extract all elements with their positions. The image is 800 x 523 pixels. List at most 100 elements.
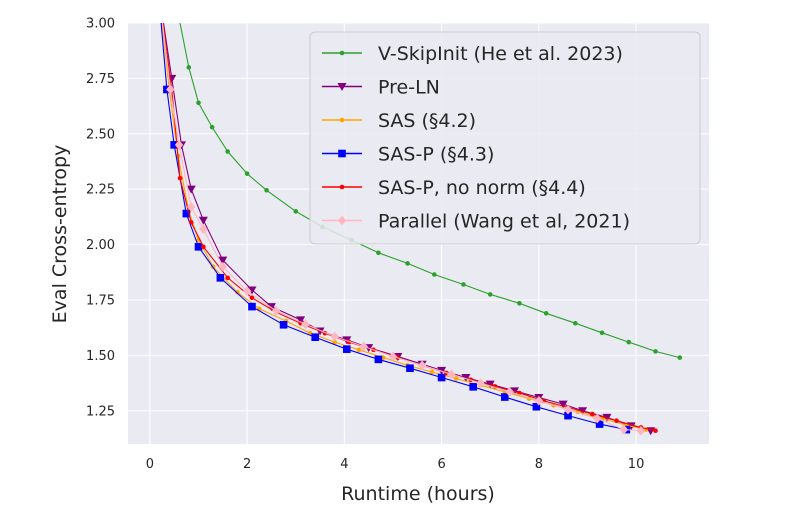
parallel-wang-et-al-2021-point <box>359 341 369 352</box>
legend-label: SAS-P (§4.3) <box>378 144 494 166</box>
parallel-wang-et-al-2021-point <box>166 84 175 95</box>
parallel-wang-et-al-2021-point <box>476 378 485 388</box>
y-tick-label: 1.75 <box>86 293 115 308</box>
parallel-wang-et-al-2021-point <box>272 306 281 316</box>
v-skipinit-he-et-al-2023-point <box>264 187 269 193</box>
legend-label: SAS (§4.2) <box>378 110 476 132</box>
sas-p-4-3-point <box>564 411 572 420</box>
parallel-wang-et-al-2021-point <box>330 331 339 342</box>
pre-ln-line <box>162 23 651 432</box>
parallel-wang-et-al-2021-point <box>301 319 310 330</box>
pre-ln-point <box>198 216 208 225</box>
parallel-wang-et-al-2021-point <box>592 413 602 424</box>
legend-v-skipinit-he-et-al-2023-point <box>339 50 345 56</box>
legend-parallel-wang-et-al-2021-point <box>337 215 347 226</box>
v-skipinit-he-et-al-2023-point <box>517 300 522 306</box>
series-lines <box>160 23 683 436</box>
x-tick-label: 10 <box>628 457 645 472</box>
legend-box <box>309 31 701 245</box>
legend-item-sas-p-no-norm-4-4: SAS-P, no norm (§4.4) <box>322 177 586 199</box>
sas-p-4-3-point <box>595 420 604 428</box>
sas-p-4-3-point <box>194 242 203 251</box>
sas-p-4-3-point <box>279 320 288 329</box>
legend-label: Parallel (Wang et al, 2021) <box>378 211 630 233</box>
parallel-wang-et-al-2021-point <box>417 360 427 371</box>
sas-4-2-point <box>453 376 459 381</box>
sas-p-4-3-point <box>182 209 191 218</box>
pre-ln-point <box>296 316 306 325</box>
sas-4-2-point <box>429 369 435 375</box>
sas-p-4-3-point <box>500 393 509 401</box>
legend-item-parallel-wang-et-al-2021: Parallel (Wang et al, 2021) <box>322 211 630 233</box>
x-tick-label: 6 <box>437 457 445 472</box>
y-tick-label: 2.50 <box>86 127 115 142</box>
v-skipinit-he-et-al-2023-point <box>209 124 215 130</box>
sas-p-no-norm-4-4-point <box>590 411 595 417</box>
sas-p-4-3-point <box>469 383 477 391</box>
v-skipinit-he-et-al-2023-point <box>653 349 658 354</box>
series-sas-p-4-3 <box>160 23 631 434</box>
parallel-wang-et-al-2021-point <box>199 224 208 234</box>
parallel-wang-et-al-2021-point <box>505 387 514 397</box>
parallel-wang-et-al-2021-point <box>563 404 573 415</box>
sas-4-2-point <box>356 347 362 353</box>
legend-label: V-SkipInit (He et al. 2023) <box>378 43 623 65</box>
v-skipinit-he-et-al-2023-point <box>405 261 410 266</box>
legend: V-SkipInit (He et al. 2023) Pre-LN SAS (§4… <box>309 31 701 245</box>
parallel-wang-et-al-2021-point <box>447 369 456 380</box>
y-tick-label: 3.00 <box>86 17 115 32</box>
sas-p-4-3-point <box>437 373 446 382</box>
parallel-wang-et-al-2021-point <box>534 395 544 406</box>
x-tick-label: 8 <box>535 457 543 472</box>
sas-p-4-3-point <box>342 345 351 353</box>
v-skipinit-he-et-al-2023-point <box>461 282 466 287</box>
pre-ln-point <box>186 185 196 194</box>
y-tick-label: 2.00 <box>86 238 115 253</box>
parallel-wang-et-al-2021-point <box>218 261 228 272</box>
pre-ln-point <box>218 256 228 265</box>
sas-p-4-3-point <box>170 141 178 149</box>
sas-p-no-norm-4-4-point <box>188 220 194 225</box>
sas-4-2-point <box>235 289 240 295</box>
v-skipinit-he-et-al-2023-point <box>293 209 299 214</box>
sas-p-no-norm-4-4-point <box>201 244 206 250</box>
sas-p-4-3-point <box>406 364 414 373</box>
y-axis-label: Eval Cross-entropy <box>49 145 71 324</box>
y-tick-label: 1.50 <box>86 349 115 364</box>
v-skipinit-he-et-al-2023-point <box>432 272 437 277</box>
sas-p-no-norm-4-4-point <box>653 428 658 434</box>
v-skipinit-he-et-al-2023-point <box>196 100 201 106</box>
legend-item-pre-ln: Pre-LN <box>322 77 440 99</box>
v-skipinit-he-et-al-2023-point <box>244 171 250 176</box>
pre-ln-point <box>558 400 568 409</box>
parallel-wang-et-al-2021-point <box>619 424 629 435</box>
pre-ln-point <box>247 286 257 295</box>
y-tick-label: 1.25 <box>86 404 115 419</box>
v-skipinit-he-et-al-2023-point <box>543 310 549 316</box>
v-skipinit-he-et-al-2023-point <box>376 250 381 256</box>
v-skipinit-he-et-al-2023-point <box>599 330 605 336</box>
parallel-wang-et-al-2021-point <box>174 140 184 150</box>
tick-labels: 0 2 4 6 8 10 1.25 1.50 1.75 2.00 2.25 2.50 2.75 3.00 <box>86 17 644 473</box>
sas-p-4-3-point <box>216 274 225 282</box>
legend-label: Pre-LN <box>378 77 440 99</box>
sas-p-no-norm-4-4-point <box>614 418 619 424</box>
v-skipinit-he-et-al-2023-point <box>225 149 230 154</box>
legend-pre-ln-point <box>337 83 347 91</box>
legend-item-sas-p-4-3: SAS-P (§4.3) <box>322 144 494 166</box>
sas-p-4-3-point <box>311 333 319 341</box>
pre-ln-point <box>167 74 177 83</box>
legend-sas-4-2-point <box>339 117 345 123</box>
v-skipinit-he-et-al-2023-point <box>186 65 192 70</box>
v-skipinit-he-et-al-2023-point <box>626 339 632 345</box>
y-tick-label: 2.25 <box>86 183 115 198</box>
x-tick-label: 4 <box>340 457 348 472</box>
series-parallel-wang-et-al-2021 <box>161 23 646 436</box>
x-axis-label: Runtime (hours) <box>341 483 495 505</box>
parallel-wang-et-al-2021-point <box>636 425 646 436</box>
x-tick-label: 0 <box>146 457 154 472</box>
sas-p-no-norm-4-4-point <box>177 175 183 181</box>
parallel-wang-et-al-2021-point <box>388 351 398 362</box>
v-skipinit-he-et-al-2023-point <box>677 355 683 360</box>
